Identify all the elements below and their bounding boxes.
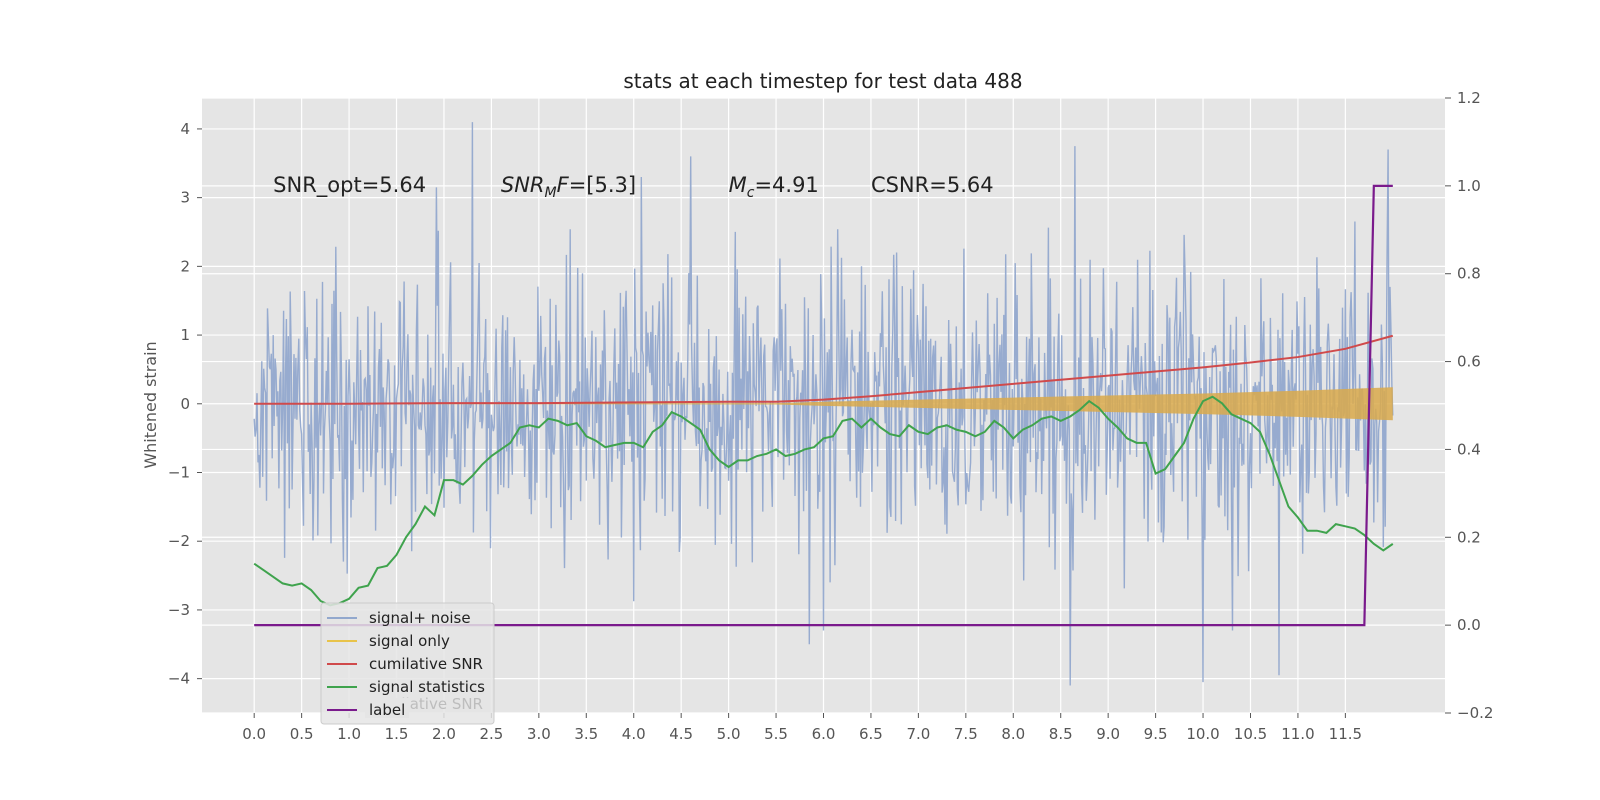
x-tick-label: 9.0 (1096, 725, 1120, 743)
legend-label: cumilative SNR (369, 655, 483, 673)
series-signal-statistics-line (253, 395, 1394, 607)
x-tick-label: 1.0 (337, 725, 361, 743)
y2-tick-label: 0.6 (1457, 353, 1481, 371)
legend-label-bg (365, 698, 409, 718)
y-tick-label: −1 (168, 463, 190, 481)
y2-tick-label: 0.4 (1457, 440, 1481, 458)
legend-label: signal only (369, 632, 450, 650)
series-signal-noise-line (253, 122, 1394, 686)
x-tick-label: 5.0 (717, 725, 741, 743)
x-tick-label: 5.5 (764, 725, 788, 743)
y2-tick-label: 0.8 (1457, 265, 1481, 283)
x-tick-label: 3.5 (574, 725, 598, 743)
x-tick-label: 7.5 (954, 725, 978, 743)
series-signal-only-band (254, 387, 1393, 421)
y-axis-label: Whitened strain (141, 341, 160, 468)
series-layer (253, 122, 1394, 686)
x-tick-label: 11.0 (1281, 725, 1314, 743)
y-tick-label: 2 (180, 257, 190, 275)
x-tick-label: 10.5 (1234, 725, 1267, 743)
x-tick-label: 6.5 (859, 725, 883, 743)
annotation-text: SNRMF=[5.3] (501, 173, 636, 201)
x-tick-label: 11.5 (1329, 725, 1362, 743)
legend-label: signal+ noise (369, 609, 471, 627)
annotation-math: M (729, 173, 747, 197)
annotation-tail: F=[5.3] (557, 173, 636, 197)
annotation-subscript: c (747, 185, 755, 201)
annotations: SNR_opt=5.64 SNRMF=[5.3] Mc=4.91 CSNR=5.64 (273, 173, 993, 201)
axes: 0.0 0.5 1.0 1.5 2.0 2.5 3.0 3.5 4.0 4.5 5.0 5.5 6.0 6… (168, 89, 1494, 743)
y2-tick-label: 1.0 (1457, 177, 1481, 195)
y2-tick-label: −0.2 (1457, 704, 1493, 722)
annotation-tail: =[5.3] (569, 173, 636, 197)
annotation-math: SNR (501, 173, 545, 197)
series-cumulative-snr-line (254, 334, 1394, 405)
legend-box (320, 602, 495, 725)
y-tick-label: −3 (168, 601, 190, 619)
x-tick-label: 2.5 (479, 725, 503, 743)
x-tick-label: 6.0 (812, 725, 836, 743)
x-tick-label: 8.0 (1001, 725, 1025, 743)
annotation-math: F (557, 173, 570, 197)
y-tick-label: −2 (168, 532, 190, 550)
annotation-text: SNR_opt=5.64 (273, 173, 426, 198)
annotation-tail: =4.91 (754, 173, 818, 197)
y-tick-label: −4 (168, 670, 190, 688)
x-tick-label: 7.0 (906, 725, 930, 743)
legend-label: label (369, 701, 405, 719)
x-tick-label: 2.0 (432, 725, 456, 743)
x-tick-label: 8.5 (1049, 725, 1073, 743)
x-tick-label: 1.5 (385, 725, 409, 743)
y2-tick-label: 0.0 (1457, 616, 1481, 634)
x-tick-label: 4.5 (669, 725, 693, 743)
y2-tick-label: 0.2 (1457, 528, 1481, 546)
y-tick-label: 3 (180, 189, 190, 207)
x-tick-label: 9.5 (1144, 725, 1168, 743)
annotation-text: Mc=4.91 (729, 173, 819, 201)
series-label-line (254, 184, 1393, 627)
x-tick-label: 4.0 (622, 725, 646, 743)
y2-tick-label: 1.2 (1457, 89, 1481, 107)
y-tick-label: 4 (180, 120, 190, 138)
annotation-subscript: M (545, 185, 557, 201)
chart-title: stats at each timestep for test data 488 (623, 69, 1022, 93)
y-tick-label: 1 (180, 326, 190, 344)
x-tick-label: 10.0 (1186, 725, 1219, 743)
x-tick-label: 0.5 (290, 725, 314, 743)
x-tick-label: 3.0 (527, 725, 551, 743)
x-tick-label: 0.0 (242, 725, 266, 743)
annotation-text: CSNR=5.64 (871, 173, 994, 197)
legend-label: signal statistics (369, 678, 485, 696)
y-tick-label: 0 (180, 395, 190, 413)
